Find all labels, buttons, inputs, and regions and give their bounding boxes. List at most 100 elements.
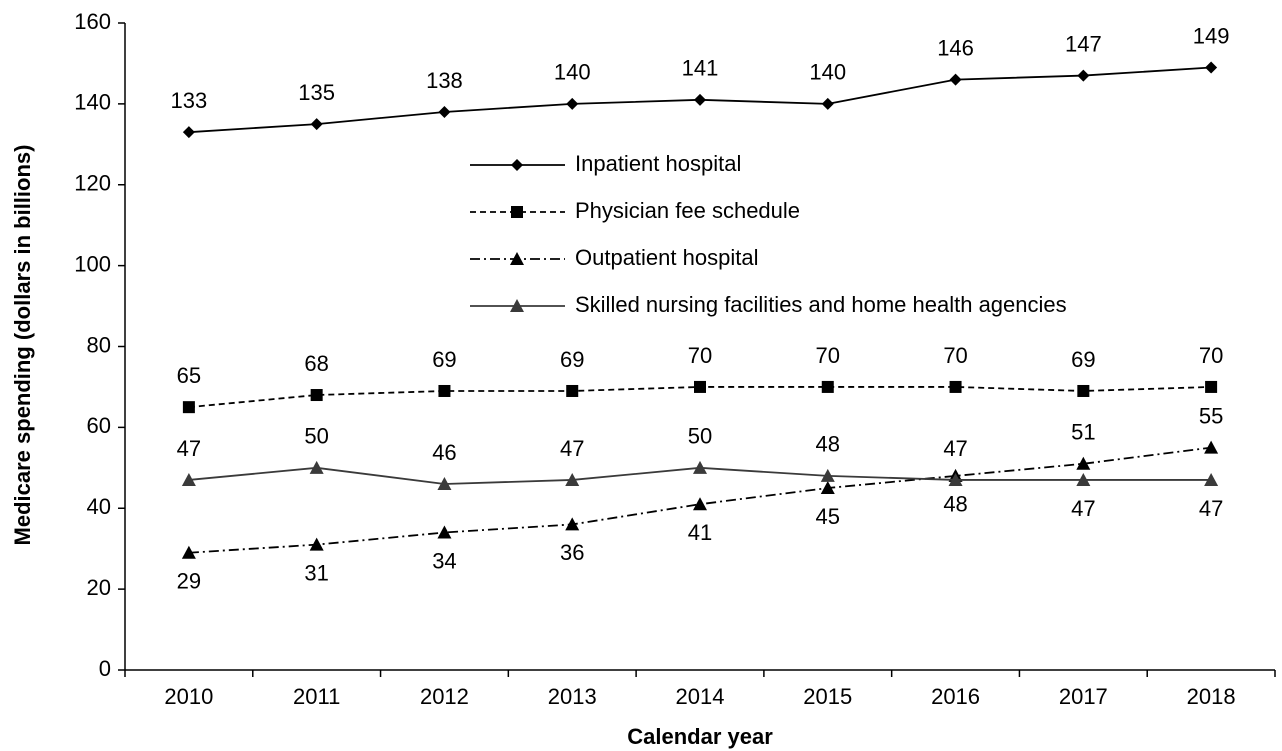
data-label: 47: [177, 436, 201, 461]
data-point: [310, 118, 323, 131]
data-label: 70: [1199, 343, 1223, 368]
data-point: [1205, 380, 1218, 393]
y-tick-label: 120: [74, 171, 111, 196]
x-axis-title: Calendar year: [627, 724, 773, 749]
data-point: [310, 389, 323, 402]
data-point: [820, 481, 835, 495]
data-point: [438, 105, 451, 118]
data-label: 47: [1071, 496, 1095, 521]
data-point: [1077, 384, 1090, 397]
data-label: 140: [809, 60, 846, 85]
data-point: [693, 460, 707, 474]
data-label: 147: [1065, 31, 1102, 56]
data-point: [566, 384, 579, 397]
data-label: 69: [1071, 347, 1095, 372]
data-point: [949, 73, 962, 86]
data-point: [1076, 456, 1091, 470]
data-point: [821, 97, 834, 110]
legend-marker: [510, 252, 524, 265]
data-label: 47: [560, 436, 584, 461]
legend-marker: [511, 159, 523, 171]
data-point: [565, 472, 580, 486]
data-point: [181, 545, 196, 559]
y-tick-label: 0: [99, 656, 111, 681]
data-label: 55: [1199, 403, 1223, 428]
data-label: 46: [432, 440, 456, 465]
x-tick-label: 2012: [420, 684, 469, 709]
data-label: 47: [1199, 496, 1223, 521]
data-label: 70: [816, 343, 840, 368]
data-label: 140: [554, 60, 591, 85]
data-point: [1204, 440, 1219, 454]
y-axis-title: Medicare spending (dollars in billions): [10, 145, 35, 546]
data-label: 29: [177, 569, 201, 594]
data-point: [566, 97, 579, 110]
y-tick-label: 60: [87, 413, 111, 438]
data-label: 138: [426, 68, 463, 93]
data-label: 41: [688, 520, 712, 545]
data-label: 31: [304, 560, 328, 585]
data-label: 50: [688, 424, 712, 449]
data-label: 146: [937, 35, 974, 60]
data-point: [948, 472, 963, 486]
data-point: [182, 126, 195, 139]
legend-label: Physician fee schedule: [575, 198, 800, 223]
x-tick-label: 2017: [1059, 684, 1108, 709]
data-label: 69: [432, 347, 456, 372]
data-label: 47: [943, 436, 967, 461]
data-label: 34: [432, 548, 456, 573]
data-point: [1076, 472, 1091, 486]
data-point: [181, 472, 196, 486]
data-point: [437, 476, 452, 490]
y-tick-label: 20: [87, 575, 111, 600]
y-tick-label: 40: [87, 494, 111, 519]
data-label: 70: [943, 343, 967, 368]
x-tick-label: 2013: [548, 684, 597, 709]
y-tick-label: 140: [74, 90, 111, 115]
x-tick-label: 2015: [803, 684, 852, 709]
data-label: 65: [177, 363, 201, 388]
data-point: [437, 525, 452, 539]
data-label: 36: [560, 540, 584, 565]
x-tick-label: 2011: [293, 684, 340, 709]
y-tick-label: 80: [87, 332, 111, 357]
data-point: [565, 517, 580, 531]
legend-marker: [511, 206, 523, 218]
data-point: [1204, 472, 1219, 486]
x-tick-label: 2014: [676, 684, 725, 709]
data-label: 149: [1193, 23, 1230, 48]
data-point: [438, 384, 451, 397]
legend-label: Inpatient hospital: [575, 151, 741, 176]
data-point: [1205, 61, 1218, 74]
data-label: 45: [816, 504, 840, 529]
data-point: [309, 537, 324, 551]
legend-marker: [510, 299, 524, 312]
data-label: 70: [688, 343, 712, 368]
data-label: 68: [304, 351, 328, 376]
data-point: [1077, 69, 1090, 82]
data-label: 133: [171, 88, 208, 113]
y-tick-label: 100: [74, 251, 111, 276]
data-label: 48: [816, 432, 840, 457]
x-tick-label: 2018: [1187, 684, 1236, 709]
data-point: [309, 460, 324, 474]
data-label: 135: [298, 80, 335, 105]
x-tick-label: 2010: [164, 684, 213, 709]
data-point: [694, 380, 706, 393]
data-label: 69: [560, 347, 584, 372]
data-point: [949, 380, 962, 393]
data-point: [693, 497, 707, 511]
data-label: 48: [943, 492, 967, 517]
data-point: [820, 468, 835, 482]
data-point: [182, 401, 195, 414]
data-point: [821, 380, 834, 393]
data-label: 50: [304, 424, 328, 449]
data-label: 51: [1071, 420, 1095, 445]
legend-label: Skilled nursing facilities and home heal…: [575, 292, 1067, 317]
x-tick-label: 2016: [931, 684, 980, 709]
data-point: [694, 93, 706, 106]
data-label: 141: [682, 56, 719, 81]
y-tick-label: 160: [74, 9, 111, 34]
legend-label: Outpatient hospital: [575, 245, 758, 270]
